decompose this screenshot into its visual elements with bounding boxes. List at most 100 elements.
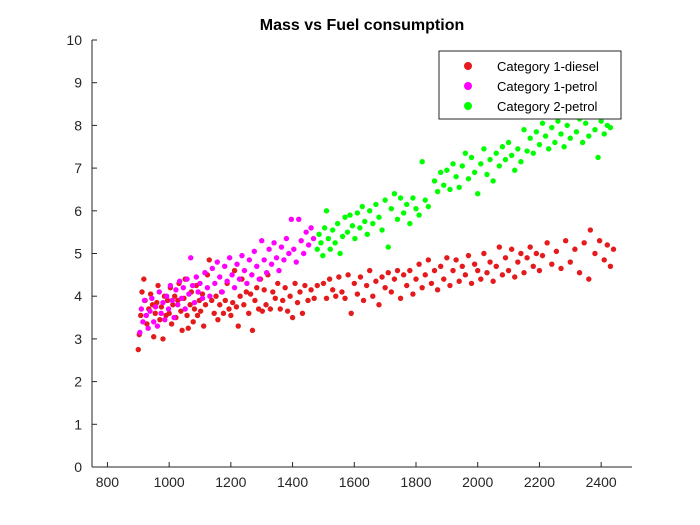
data-point: [226, 255, 233, 261]
data-point: [542, 133, 549, 139]
data-point: [572, 246, 578, 252]
data-point: [291, 246, 297, 252]
legend-marker: [464, 62, 472, 70]
data-point: [259, 237, 265, 244]
data-point: [194, 312, 201, 319]
data-point: [545, 146, 552, 152]
data-point: [308, 287, 314, 293]
data-point: [493, 263, 499, 270]
legend-marker: [464, 102, 472, 110]
data-point: [222, 297, 228, 304]
data-point: [431, 267, 438, 274]
data-point: [167, 282, 174, 289]
data-point: [254, 284, 260, 291]
data-point: [170, 302, 176, 308]
data-point: [246, 257, 253, 263]
data-point: [231, 284, 238, 291]
data-point: [382, 284, 388, 291]
data-point: [413, 276, 419, 282]
data-point: [345, 272, 351, 278]
data-point: [332, 240, 338, 246]
data-point: [527, 244, 533, 250]
y-tick-label: 3: [74, 331, 82, 347]
data-point: [385, 244, 391, 250]
data-point: [478, 161, 484, 167]
data-point: [379, 227, 385, 233]
data-point: [141, 276, 147, 282]
data-point: [592, 250, 598, 257]
data-point: [447, 282, 453, 289]
x-tick-label: 2000: [462, 474, 493, 490]
data-point: [280, 297, 286, 304]
data-point: [428, 280, 435, 287]
data-point: [450, 161, 456, 167]
data-point: [162, 316, 168, 323]
data-points: [135, 112, 617, 353]
data-point: [362, 218, 368, 225]
data-point: [407, 220, 413, 227]
data-point: [388, 205, 395, 212]
data-point: [209, 297, 215, 304]
data-point: [419, 284, 425, 291]
data-point: [147, 308, 153, 314]
data-point: [496, 163, 503, 169]
data-point: [544, 240, 550, 246]
data-point: [320, 252, 326, 259]
data-point: [147, 291, 154, 297]
data-point: [586, 276, 592, 282]
data-point: [297, 289, 303, 295]
data-point: [152, 310, 158, 316]
data-point: [434, 188, 441, 195]
data-point: [256, 276, 262, 282]
data-point: [475, 191, 481, 197]
data-point: [163, 293, 170, 299]
data-point: [214, 259, 220, 265]
data-point: [207, 293, 213, 299]
y-tick-label: 9: [74, 75, 82, 91]
data-point: [604, 242, 611, 248]
data-point: [397, 195, 404, 201]
data-point: [202, 302, 209, 308]
data-point: [379, 274, 385, 280]
data-point: [552, 139, 558, 146]
data-point: [502, 255, 509, 261]
data-point: [172, 293, 178, 299]
data-point: [576, 270, 583, 276]
data-point: [138, 306, 145, 312]
data-point: [373, 201, 379, 208]
data-point: [282, 284, 288, 291]
data-point: [311, 295, 317, 302]
y-tick-label: 5: [74, 246, 82, 262]
data-point: [385, 270, 391, 276]
data-point: [267, 306, 274, 312]
data-point: [388, 289, 395, 295]
data-point: [251, 248, 258, 255]
data-point: [239, 252, 245, 259]
x-tick-label: 1200: [215, 474, 246, 490]
data-point: [171, 314, 177, 321]
data-point: [303, 229, 309, 235]
data-point: [475, 267, 481, 274]
data-point: [277, 306, 283, 312]
data-point: [360, 297, 367, 304]
data-point: [270, 289, 276, 295]
data-point: [521, 126, 527, 133]
data-point: [289, 314, 296, 321]
data-point: [352, 235, 358, 242]
data-point: [287, 293, 293, 299]
data-point: [190, 319, 196, 325]
data-point: [453, 257, 459, 263]
data-point: [347, 212, 353, 218]
data-point: [530, 150, 536, 156]
x-tick-label: 2200: [524, 474, 555, 490]
data-point: [422, 272, 428, 278]
data-point: [592, 126, 598, 133]
data-point: [199, 291, 206, 297]
data-point: [221, 263, 228, 270]
data-point: [456, 184, 462, 191]
y-tick-label: 2: [74, 374, 82, 390]
data-point: [226, 306, 232, 312]
data-point: [425, 203, 432, 210]
data-point: [236, 276, 243, 282]
data-point: [193, 274, 199, 280]
